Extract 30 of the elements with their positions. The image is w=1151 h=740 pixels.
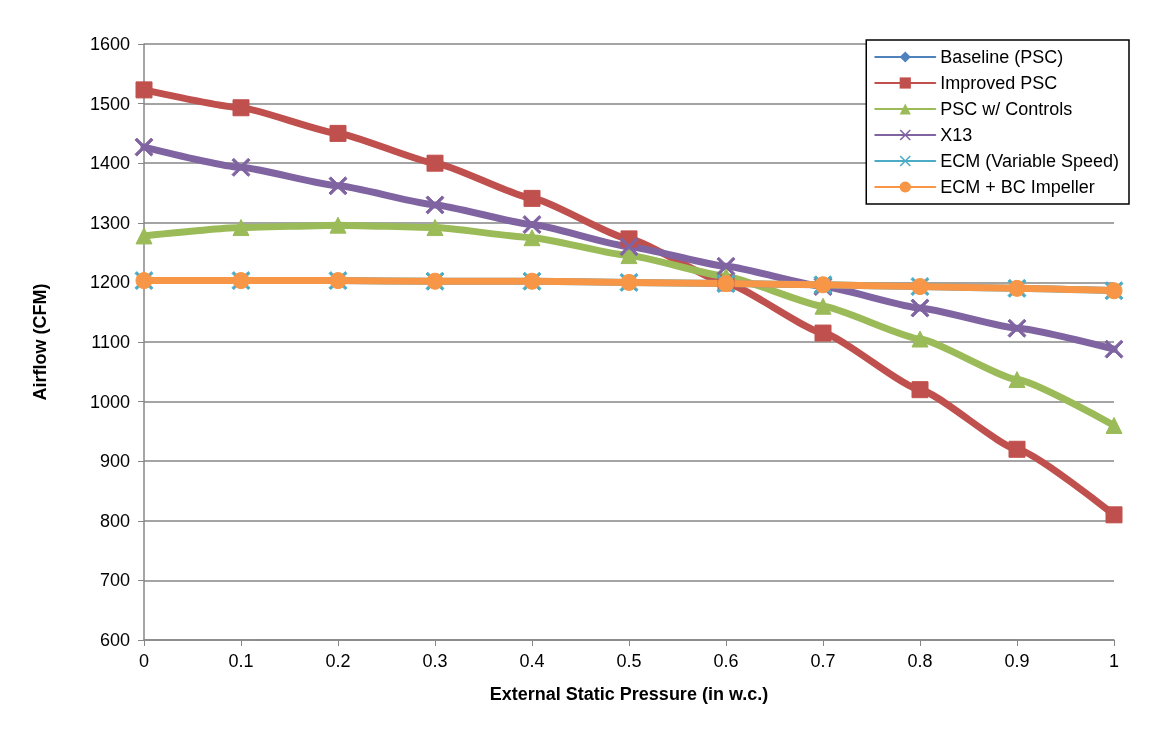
- x-tick-label: 1: [1108, 651, 1120, 671]
- y-axis-title: Airflow (CFM): [30, 283, 50, 401]
- legend-label: PSC w/ Controls: [940, 99, 1073, 119]
- x-tick-label: 0: [138, 651, 150, 671]
- y-tick-label: 1100: [91, 332, 130, 352]
- y-tick-label: 900: [99, 451, 130, 472]
- x-tick-label: 0.5: [616, 651, 642, 671]
- y-tick-label: 1500: [89, 93, 130, 114]
- y-tick-label: 1200: [89, 272, 130, 293]
- x-tick-label: 0.4: [519, 651, 545, 671]
- x-axis-title: External Static Pressure (in w.c.): [489, 684, 769, 704]
- legend-label: ECM (Variable Speed): [940, 151, 1120, 171]
- x-tick-label: 0.7: [810, 651, 836, 671]
- legend-label: X13: [940, 125, 973, 145]
- legend-label: ECM + BC Impeller: [940, 177, 1095, 197]
- legend-label: Improved PSC: [940, 73, 1058, 93]
- y-tick-label: 700: [99, 570, 130, 591]
- y-tick-label: 600: [99, 630, 130, 650]
- y-tick-label: 1300: [89, 212, 130, 233]
- x-tick-label: 0.6: [713, 651, 739, 671]
- x-tick-label: 0.3: [422, 651, 448, 671]
- y-tick-label: 800: [99, 510, 130, 531]
- x-tick-label: 0.2: [325, 651, 351, 671]
- y-tick-label: 1400: [89, 153, 130, 174]
- x-tick-label: 0.8: [907, 651, 933, 671]
- legend-label: Baseline (PSC): [940, 47, 1064, 67]
- x-tick-label: 0.1: [228, 651, 254, 671]
- y-tick-label: 1000: [89, 391, 130, 412]
- y-tick-label: 1600: [89, 34, 130, 54]
- x-tick-label: 0.9: [1004, 651, 1030, 671]
